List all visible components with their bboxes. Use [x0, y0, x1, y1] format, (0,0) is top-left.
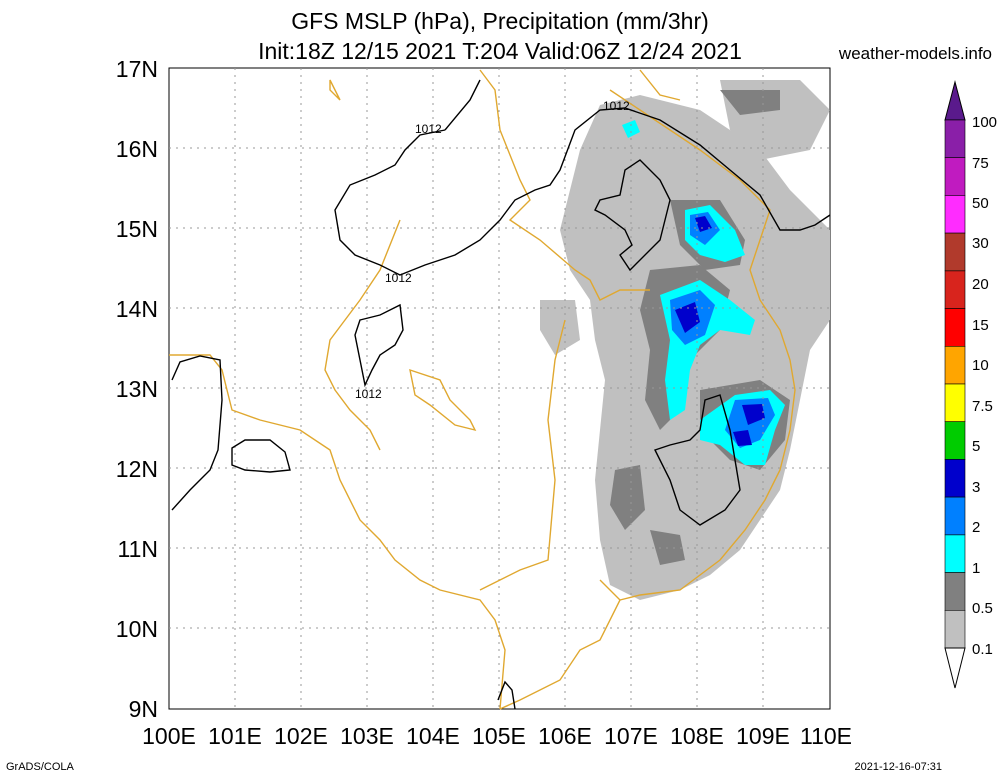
legend-color-box [944, 119, 966, 159]
precip-dark-blue-area-3 [742, 404, 765, 425]
precip-field [540, 80, 830, 600]
isobar-1012-low-south [654, 394, 741, 526]
lon-label: 103E [340, 723, 394, 749]
legend-label: 1 [972, 560, 980, 577]
legend-color-box [944, 534, 966, 573]
lat-label: 16N [116, 136, 158, 162]
lon-label: 110E [800, 723, 852, 749]
lat-label: 17N [116, 56, 158, 82]
legend-label: 50 [972, 195, 989, 212]
legend-color-box [944, 308, 966, 347]
legend-color-box [944, 345, 966, 385]
legend-bottom-arrow [944, 647, 966, 689]
legend-label: 5 [972, 438, 980, 455]
isobar-1012-closed [231, 439, 291, 473]
legend-color-box [944, 421, 966, 460]
legend-label: 75 [972, 155, 989, 172]
legend-label: 0.5 [972, 600, 993, 617]
color-legend: 100 75 50 30 20 15 10 7.5 5 3 2 1 0.5 0.… [944, 80, 997, 689]
coastline-fragment [329, 79, 341, 101]
isobar-1012-edge [497, 680, 516, 710]
precip-mid-area-6 [720, 90, 780, 115]
lat-label: 9N [129, 696, 158, 722]
isobar-label-4: 1012 [603, 99, 630, 113]
lat-label: 10N [116, 616, 158, 642]
legend-color-box [944, 496, 966, 536]
lat-label: 13N [116, 376, 158, 402]
isobar-label-2: 1012 [385, 271, 412, 285]
legend-color-box [944, 383, 966, 423]
isobars [171, 79, 831, 710]
legend-label: 20 [972, 276, 989, 293]
lon-label: 102E [274, 723, 328, 749]
precip-cyan-area-4 [622, 120, 640, 138]
legend-label: 30 [972, 235, 989, 252]
lat-label: 12N [116, 456, 158, 482]
legend-label: 2 [972, 519, 980, 536]
precip-mid-area-4 [610, 465, 645, 530]
border-laos [479, 69, 650, 301]
grid-lines [169, 68, 830, 709]
legend-label: 10 [972, 357, 989, 374]
lon-label: 107E [604, 723, 658, 749]
legend-color-box [944, 232, 966, 272]
legend-color-box [944, 157, 966, 196]
lon-label: 109E [736, 723, 790, 749]
lon-label: 106E [538, 723, 592, 749]
border-thailand-cambodia [324, 219, 401, 451]
lat-axis: 17N 16N 15N 14N 13N 12N 11N 10N 9N [116, 56, 158, 722]
border-cambodia-vietnam [479, 319, 566, 591]
isobar-1012-main [334, 79, 831, 276]
legend-color-box [944, 572, 966, 611]
lon-label: 101E [208, 723, 262, 749]
legend-color-box [944, 270, 966, 309]
coastline-north [639, 69, 681, 101]
legend-boxes [944, 119, 966, 649]
precip-dark-blue-area-1 [675, 302, 700, 333]
legend-label: 7.5 [972, 398, 993, 415]
tonle-sap-lake [409, 368, 477, 432]
lon-axis: 100E 101E 102E 103E 104E 105E 106E 107E … [142, 723, 852, 749]
coastline-borders [169, 69, 796, 710]
coastline-vietnam [609, 89, 796, 601]
precip-light-area-west [540, 300, 580, 355]
isobar-1012-south [354, 303, 404, 388]
chart-subtitle: Init:18Z 12/15 2021 T:204 Valid:06Z 12/2… [258, 38, 742, 64]
isobar-label-1: 1012 [415, 122, 442, 136]
lon-label: 108E [670, 723, 724, 749]
footer-left: GrADS/COLA [6, 761, 74, 773]
footer-right: 2021-12-16-07:31 [854, 761, 942, 773]
precip-dark-blue-area-2 [695, 216, 712, 232]
lat-label: 14N [116, 296, 158, 322]
legend-color-box [944, 609, 966, 649]
lat-label: 15N [116, 216, 158, 242]
legend-label: 0.1 [972, 641, 993, 658]
lon-label: 104E [406, 723, 460, 749]
legend-color-box [944, 459, 966, 498]
chart-title: GFS MSLP (hPa), Precipitation (mm/3hr) [291, 8, 709, 34]
legend-color-box [944, 195, 966, 234]
lat-label: 11N [118, 536, 159, 562]
isobar-label-3: 1012 [355, 387, 382, 401]
legend-label: 3 [972, 479, 980, 496]
isobar-1012-low [594, 159, 671, 272]
lon-label: 100E [142, 723, 196, 749]
legend-top-arrow [944, 80, 966, 121]
isobar-1012-west [171, 355, 223, 511]
legend-label: 15 [972, 317, 989, 334]
coastline-gulf [169, 354, 506, 710]
precip-dark-blue-area-4 [733, 430, 752, 446]
lon-label: 105E [472, 723, 526, 749]
site-label: weather-models.info [838, 44, 992, 63]
legend-label: 100 [972, 114, 997, 131]
